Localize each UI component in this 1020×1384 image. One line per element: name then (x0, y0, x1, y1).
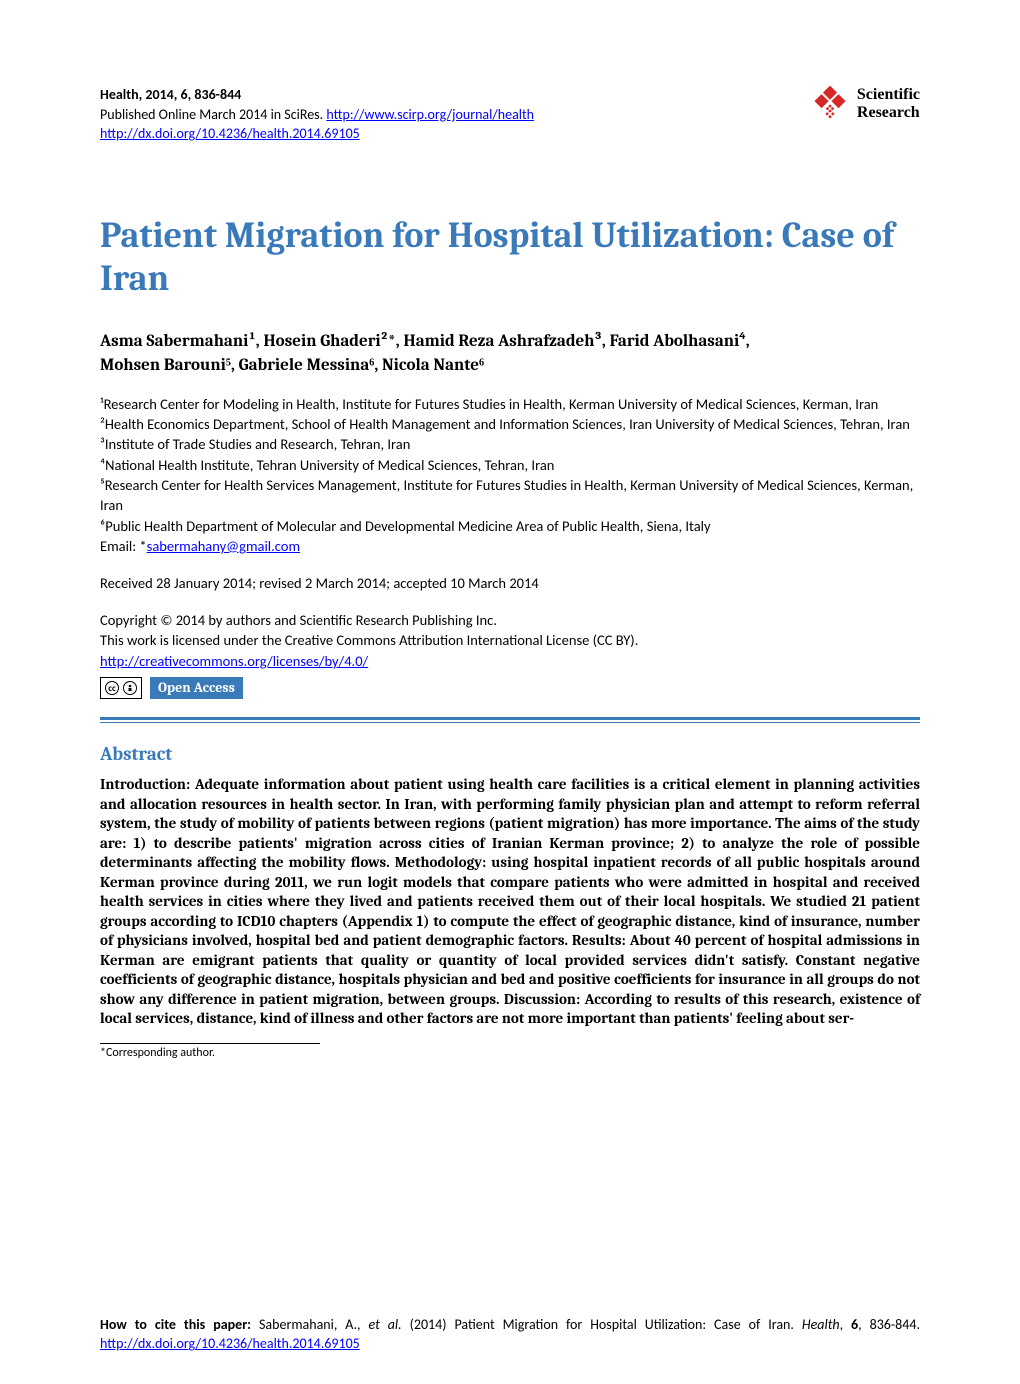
copyright-line1: Copyright © 2014 by authors and Scientif… (100, 610, 920, 630)
journal-url-link[interactable]: http://www.scirp.org/journal/health (326, 106, 534, 123)
paper-title: Patient Migration for Hospital Utilizati… (100, 214, 920, 300)
logo-diamond-icon (811, 85, 849, 123)
section-divider (100, 717, 920, 723)
email-prefix: Email: * (100, 537, 147, 555)
abstract-heading: Abstract (100, 743, 920, 765)
doi-link[interactable]: http://dx.doi.org/10.4236/health.2014.69… (100, 125, 360, 142)
cc-badge-row: cc Open Access (100, 677, 920, 699)
publisher-logo: Scientific Research (811, 85, 920, 123)
meta-block: Health, 2014, 6, 836-844 Published Onlin… (100, 85, 534, 144)
cite-etal: et al. (368, 1316, 401, 1333)
dates-line: Received 28 January 2014; revised 2 Marc… (100, 574, 920, 592)
published-line: Published Online March 2014 in SciRes. h… (100, 105, 534, 125)
cc-icon: cc (105, 681, 119, 695)
cite-doi-link[interactable]: http://dx.doi.org/10.4236/health.2014.69… (100, 1335, 360, 1352)
affiliation: ¹Research Center for Modeling in Health,… (100, 394, 920, 414)
authors-line1: Asma Sabermahani¹, Hosein Ghaderi²*, Ham… (100, 330, 920, 354)
email-line: Email: *sabermahany@gmail.com (100, 536, 920, 556)
affiliation: ³Institute of Trade Studies and Research… (100, 434, 920, 454)
corresponding-author-footnote: *Corresponding author. (100, 1046, 920, 1060)
open-access-badge: Open Access (150, 677, 243, 699)
header-row: Health, 2014, 6, 836-844 Published Onlin… (100, 85, 920, 144)
page-container: Health, 2014, 6, 836-844 Published Onlin… (0, 0, 1020, 1120)
license-url-link[interactable]: http://creativecommons.org/licenses/by/4… (100, 652, 368, 670)
affiliation: ⁴National Health Institute, Tehran Unive… (100, 455, 920, 475)
doi-line: http://dx.doi.org/10.4236/health.2014.69… (100, 124, 534, 144)
cite-text2: (2014) Patient Migration for Hospital Ut… (402, 1316, 802, 1333)
cite-journal: Health (802, 1316, 840, 1333)
cite-text1: Sabermahani, A., (259, 1316, 368, 1333)
copyright-block: Copyright © 2014 by authors and Scientif… (100, 610, 920, 671)
email-link[interactable]: sabermahany@gmail.com (147, 537, 300, 555)
authors-line2: Mohsen Barouni⁵, Gabriele Messina⁶, Nico… (100, 354, 920, 378)
publisher-line2: Research (857, 104, 920, 122)
authors-block: Asma Sabermahani¹, Hosein Ghaderi²*, Ham… (100, 330, 920, 378)
affiliation: ²Health Economics Department, School of … (100, 414, 920, 434)
published-prefix: Published Online March 2014 in SciRes. (100, 106, 326, 123)
cite-tail: , 836-844. (858, 1316, 920, 1333)
journal-meta: Health, 2014, 6, 836-844 (100, 85, 534, 105)
copyright-line2: This work is licensed under the Creative… (100, 630, 920, 650)
affiliations-block: ¹Research Center for Modeling in Health,… (100, 394, 920, 556)
cite-lead: How to cite this paper: (100, 1316, 259, 1333)
publisher-name: Scientific Research (857, 86, 920, 121)
affiliation: ⁵Research Center for Health Services Man… (100, 475, 920, 516)
cite-sep: , (840, 1316, 851, 1333)
footnote-rule (100, 1043, 320, 1044)
affiliation: ⁶Public Health Department of Molecular a… (100, 516, 920, 536)
abstract-body: Introduction: Adequate information about… (100, 775, 920, 1029)
cc-by-icon: cc (100, 677, 142, 699)
publisher-line1: Scientific (857, 86, 920, 104)
citation-box: How to cite this paper: Sabermahani, A.,… (100, 1315, 920, 1354)
by-icon (123, 681, 137, 695)
